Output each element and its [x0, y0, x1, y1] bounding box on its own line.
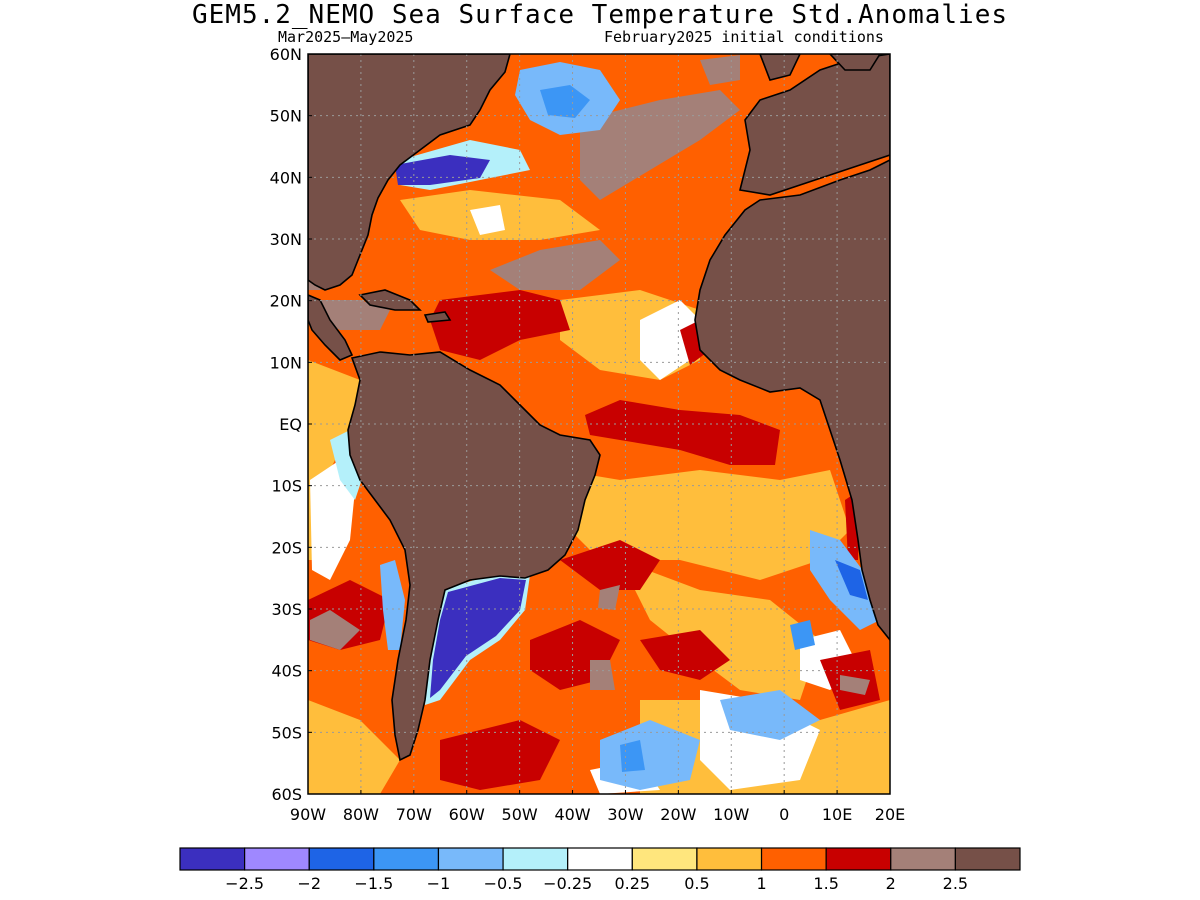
- lat-label: EQ: [279, 415, 302, 434]
- colorbar-label: −2: [297, 874, 321, 893]
- lon-label: 20E: [875, 805, 905, 824]
- lon-label: 10W: [713, 805, 749, 824]
- colorbar-swatch: [502, 847, 569, 871]
- colorbar-swatch: [825, 847, 892, 871]
- colorbar: −2.5 −2 −1.5 −1 −0.5 −0.25 0.25 0.5 1 1.5 2 2.5: [179, 847, 1021, 893]
- lon-label: 50W: [502, 805, 538, 824]
- lon-label: 90W: [290, 805, 326, 824]
- lon-label: 40W: [554, 805, 590, 824]
- colorbar-label: −2.5: [225, 874, 264, 893]
- lat-label: 50S: [271, 723, 302, 742]
- colorbar-label: 0.25: [614, 874, 650, 893]
- lat-label: 30S: [271, 600, 302, 619]
- colorbar-swatch: [760, 847, 827, 871]
- lon-label: 10E: [822, 805, 852, 824]
- colorbar-label: 2.5: [943, 874, 968, 893]
- lat-label: 40N: [270, 168, 302, 187]
- lon-label: 60W: [449, 805, 485, 824]
- lon-label: 0: [779, 805, 789, 824]
- colorbar-label: −0.5: [484, 874, 523, 893]
- lat-label: 20S: [271, 538, 302, 557]
- lat-label: 60S: [271, 785, 302, 804]
- lat-label: 40S: [271, 662, 302, 681]
- colorbar-swatch: [179, 847, 246, 871]
- longitude-axis: 90W 80W 70W 60W 50W 40W 30W 20W 10W 0 10E 20E: [290, 790, 905, 824]
- colorbar-swatch: [567, 847, 633, 871]
- lat-label: 30N: [270, 230, 302, 249]
- colorbar-swatch: [696, 847, 763, 871]
- lat-label: 60N: [270, 45, 302, 64]
- colorbar-label: 0.5: [684, 874, 709, 893]
- graticule: [308, 54, 890, 794]
- lon-label: 30W: [607, 805, 643, 824]
- lon-label: 20W: [660, 805, 696, 824]
- colorbar-label: 1: [756, 874, 766, 893]
- colorbar-label: −0.25: [543, 874, 592, 893]
- colorbar-label: 2: [886, 874, 896, 893]
- lat-label: 10N: [270, 353, 302, 372]
- map-title: GEM5.2_NEMO Sea Surface Temperature Std.…: [191, 0, 1008, 30]
- colorbar-swatch: [954, 847, 1021, 871]
- colorbar-swatch: [437, 847, 504, 871]
- colorbar-swatch: [890, 847, 956, 871]
- land: [308, 54, 890, 762]
- map-field: [308, 54, 890, 794]
- colorbar-label: 1.5: [813, 874, 838, 893]
- lat-label: 50N: [270, 107, 302, 126]
- colorbar-swatch: [308, 847, 375, 871]
- lat-label: 20N: [270, 292, 302, 311]
- lon-label: 70W: [396, 805, 432, 824]
- lon-label: 80W: [343, 805, 379, 824]
- colorbar-label: −1: [427, 874, 451, 893]
- colorbar-swatch: [373, 847, 440, 871]
- colorbar-swatch: [631, 847, 698, 871]
- initial-conditions: February2025 initial conditions: [604, 28, 884, 46]
- latitude-axis: 60N 50N 40N 30N 20N 10N EQ 10S 20S 30S 40S 50S 60S: [270, 45, 312, 804]
- lat-label: 10S: [271, 477, 302, 496]
- colorbar-label: −1.5: [354, 874, 393, 893]
- colorbar-swatch: [244, 847, 310, 871]
- forecast-period: Mar2025—May2025: [278, 28, 414, 46]
